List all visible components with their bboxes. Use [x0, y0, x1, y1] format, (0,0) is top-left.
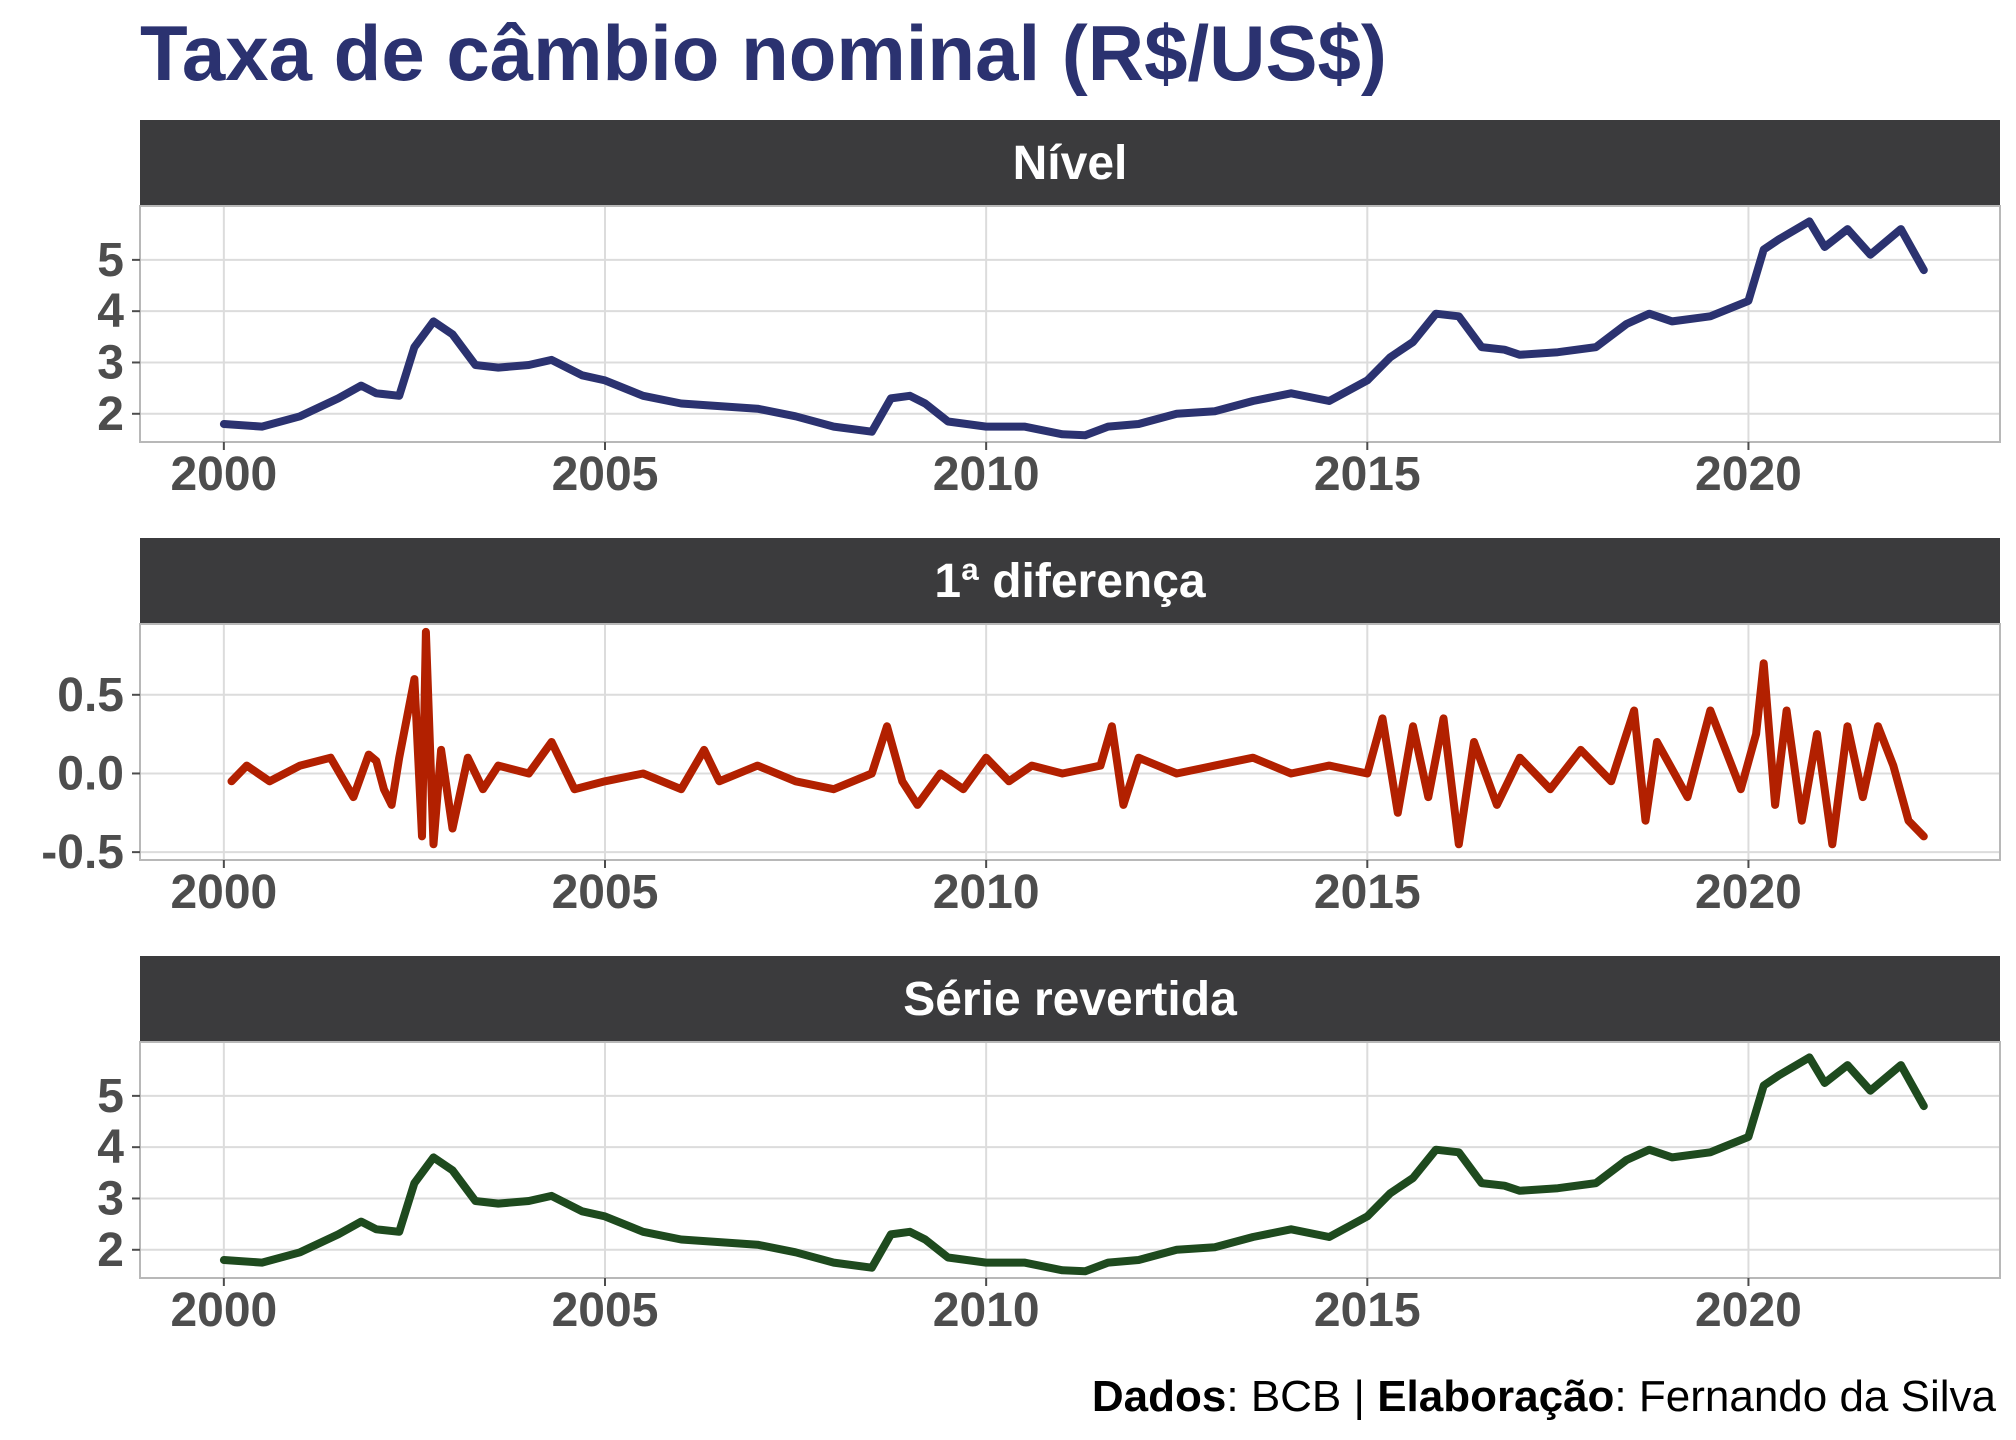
y-tick-label: 2 — [97, 1224, 124, 1277]
x-tick-label: 2000 — [170, 448, 277, 501]
x-tick-label: 2020 — [1695, 448, 1802, 501]
panel-border — [139, 205, 2001, 443]
x-tick-label: 2005 — [552, 448, 659, 501]
y-tick-label: 3 — [97, 336, 124, 389]
x-tick-label: 2015 — [1314, 1284, 1421, 1337]
y-tick-label: 2 — [97, 388, 124, 441]
x-tick-label: 2005 — [552, 1284, 659, 1337]
facet-title: Série revertida — [903, 973, 1237, 1026]
facet-panel: 1ª diferença 2000 2005 2010 2015 2020 -0.5 0.0 0… — [41, 538, 2001, 919]
caption-separator: | — [1353, 1372, 1365, 1421]
panel-border — [139, 1041, 2001, 1279]
x-tick-label: 2010 — [933, 448, 1040, 501]
y-tick-label: -0.5 — [41, 826, 124, 879]
facet-strip — [140, 538, 2000, 624]
x-tick-label: 2020 — [1695, 866, 1802, 919]
x-tick-label: 2010 — [933, 1284, 1040, 1337]
y-tick-label: 5 — [97, 1070, 124, 1123]
y-tick-label: 4 — [97, 1121, 124, 1174]
y-tick-label: 5 — [97, 234, 124, 287]
series-line — [219, 217, 1928, 440]
facet-title: Nível — [1013, 137, 1128, 190]
facet-strip — [140, 120, 2000, 206]
caption-author-value: Fernando da Silva — [1638, 1372, 1996, 1421]
series-line — [227, 627, 1928, 849]
x-tick-label: 2000 — [170, 866, 277, 919]
caption: Dados: BCB | Elaboração: Fernando da Sil… — [1091, 1372, 1996, 1421]
y-tick-label: 0.5 — [57, 669, 124, 722]
y-tick-label: 0.0 — [57, 747, 124, 800]
x-tick-label: 2005 — [552, 866, 659, 919]
panel-border — [139, 623, 2001, 861]
y-tick-label: 3 — [97, 1172, 124, 1225]
y-tick-label: 4 — [97, 285, 124, 338]
x-tick-label: 2000 — [170, 1284, 277, 1337]
facet-title: 1ª diferença — [934, 555, 1206, 608]
series-line — [219, 1053, 1928, 1276]
caption-source-value: BCB — [1250, 1372, 1342, 1421]
x-tick-label: 2015 — [1314, 866, 1421, 919]
caption-source-label: Dados — [1091, 1372, 1227, 1421]
chart-title: Taxa de câmbio nominal (R$/US$) — [140, 9, 1387, 97]
caption-author-label: Elaboração — [1377, 1372, 1615, 1421]
facet-strip — [140, 956, 2000, 1042]
x-tick-label: 2010 — [933, 866, 1040, 919]
x-tick-label: 2020 — [1695, 1284, 1802, 1337]
x-tick-label: 2015 — [1314, 448, 1421, 501]
